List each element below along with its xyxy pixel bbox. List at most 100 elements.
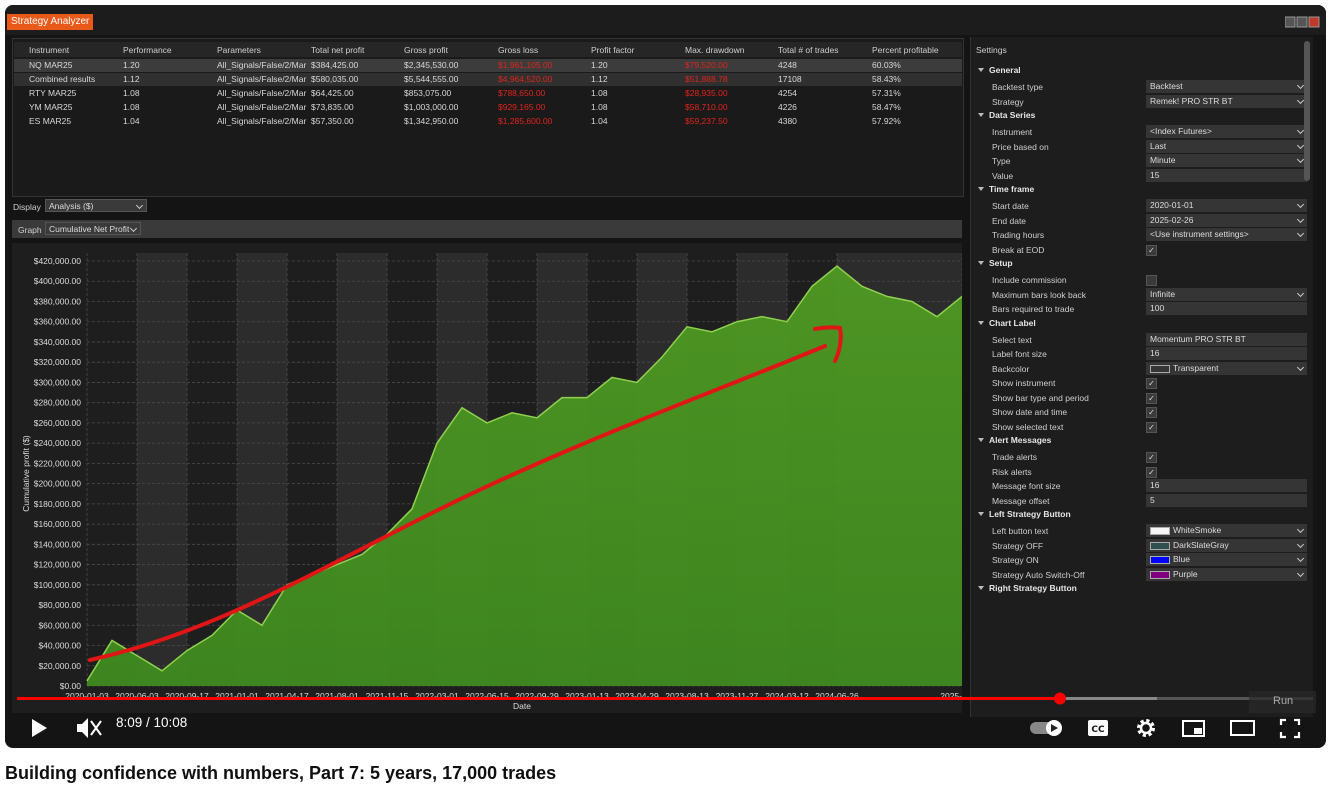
- dropdown-chevron: [1296, 540, 1305, 548]
- cc-button[interactable]: CC: [1088, 720, 1108, 736]
- table-cell: $79,520.00: [685, 60, 728, 70]
- y-axis-label: Cumulative profit ($): [21, 435, 31, 512]
- y-tick-label: $220,000.00: [34, 458, 82, 468]
- x-tick-label: 2024-06-26: [815, 691, 859, 701]
- y-tick-label: $340,000.00: [34, 337, 82, 347]
- run-button-bg[interactable]: [1249, 691, 1316, 713]
- checkbox[interactable]: ✓: [1146, 407, 1157, 418]
- setting-label: Backcolor: [992, 363, 1030, 374]
- graph-bar: [12, 220, 962, 238]
- checkbox[interactable]: ✓: [1146, 392, 1157, 404]
- table-cell: $1,285,600.00: [498, 116, 553, 126]
- setting-value[interactable]: 2020-01-01: [1146, 199, 1307, 212]
- graph-label: Graph: [18, 225, 42, 235]
- group-caret: [978, 113, 984, 117]
- group-caret: [978, 68, 984, 72]
- table-cell: 1.08: [123, 102, 140, 112]
- setting-value[interactable]: DarkSlateGray: [1146, 538, 1307, 552]
- setting-label: Select text: [992, 334, 1032, 345]
- checkbox[interactable]: ✓: [1146, 421, 1157, 433]
- table-cell: $2,345,530.00: [404, 60, 459, 70]
- x-tick-label: 2020-09-17: [165, 691, 209, 701]
- setting-label: Show instrument: [992, 378, 1056, 388]
- setting-value[interactable]: 16: [1146, 347, 1307, 360]
- fullscreen-button[interactable]: [1279, 718, 1301, 739]
- setting-label: Label font size: [992, 349, 1047, 359]
- table-cell: 1.20: [123, 60, 140, 70]
- column-header: Profit factor: [591, 45, 635, 55]
- x-tick-label: 2020-06-03: [115, 691, 159, 701]
- settings-scrollbar: [1304, 41, 1310, 181]
- x-tick-label: 2024-03-12: [765, 691, 809, 701]
- window-buttons[interactable]: [1285, 16, 1321, 28]
- mute-button[interactable]: [77, 718, 102, 738]
- checkbox[interactable]: ✓: [1146, 452, 1157, 463]
- setting-label: Bars required to trade: [992, 304, 1075, 314]
- table-cell: $51,888.78: [685, 74, 728, 84]
- setting-value[interactable]: Remek! PRO STR BT: [1146, 94, 1307, 108]
- setting-value[interactable]: Purple: [1146, 567, 1307, 581]
- dropdown-chevron: [1296, 155, 1305, 164]
- setting-value[interactable]: 5: [1146, 493, 1307, 507]
- setting-value[interactable]: 15: [1146, 168, 1307, 182]
- setting-value[interactable]: 16: [1146, 479, 1307, 492]
- autoplay-toggle[interactable]: [1030, 720, 1062, 736]
- checkbox[interactable]: [1146, 275, 1157, 286]
- progress-played[interactable]: [17, 697, 1060, 700]
- theater-button[interactable]: [1230, 720, 1255, 736]
- dropdown-chevron: [1296, 554, 1305, 563]
- setting-value[interactable]: WhiteSmoke: [1146, 524, 1307, 537]
- setting-value[interactable]: <Use instrument settings>: [1146, 228, 1307, 241]
- setting-value[interactable]: 2025-02-26: [1146, 213, 1307, 227]
- x-tick-label: 2025-02-25: [940, 691, 962, 701]
- group-header: Chart Label: [989, 317, 1036, 328]
- y-tick-label: $240,000.00: [34, 438, 82, 448]
- player-time: 8:09 / 10:08: [116, 715, 188, 730]
- table-cell: $929,165.00: [498, 102, 546, 112]
- table-cell: YM MAR25: [29, 102, 73, 112]
- table-cell: All_Signals/False/2/Mar: [217, 116, 307, 126]
- table-cell: 58.47%: [872, 102, 901, 112]
- x-tick-label: 2023-01-13: [565, 691, 609, 701]
- group-header: Time frame: [989, 184, 1035, 194]
- run-button[interactable]: Run: [1273, 695, 1294, 707]
- setting-label: Maximum bars look back: [992, 289, 1087, 300]
- setting-value[interactable]: <Index Futures>: [1146, 125, 1307, 138]
- setting-value[interactable]: Infinite: [1146, 287, 1307, 301]
- setting-value[interactable]: Minute: [1146, 154, 1307, 167]
- settings-button[interactable]: [1137, 719, 1155, 737]
- table-cell: 1.12: [123, 74, 140, 84]
- setting-label: End date: [992, 215, 1027, 226]
- column-header: Performance: [123, 45, 172, 55]
- table-cell: $788,650.00: [498, 88, 546, 98]
- setting-value[interactable]: Momentum PRO STR BT: [1146, 332, 1307, 346]
- setting-label: Message offset: [992, 495, 1050, 506]
- graph-dropdown[interactable]: Cumulative Net Profit: [45, 222, 141, 235]
- setting-value[interactable]: Blue: [1146, 553, 1307, 566]
- checkbox[interactable]: ✓: [1146, 244, 1157, 256]
- setting-value[interactable]: Transparent: [1146, 361, 1307, 375]
- dropdown-chevron: [1296, 215, 1305, 223]
- y-tick-label: $260,000.00: [34, 418, 82, 428]
- display-dropdown[interactable]: Analysis ($): [45, 199, 147, 212]
- dropdown-chevron: [1296, 96, 1305, 104]
- table-cell: 4254: [778, 88, 797, 98]
- table-cell: $580,035.00: [311, 74, 359, 84]
- setting-value[interactable]: 100: [1146, 302, 1307, 315]
- column-header: Parameters: [217, 45, 261, 55]
- checkbox[interactable]: ✓: [1146, 378, 1157, 389]
- setting-label: Value: [992, 170, 1014, 181]
- setting-value[interactable]: Last: [1146, 139, 1307, 153]
- dropdown-chevron: [1296, 289, 1305, 297]
- miniplayer-button[interactable]: [1182, 720, 1205, 737]
- checkbox[interactable]: ✓: [1146, 466, 1157, 478]
- video-title: Building confidence with numbers, Part 7…: [5, 763, 557, 783]
- y-tick-label: $200,000.00: [34, 479, 82, 489]
- table-cell: ES MAR25: [29, 116, 72, 126]
- dropdown-chevron: [1296, 363, 1305, 371]
- table-cell: $384,425.00: [311, 60, 359, 70]
- setting-value[interactable]: Backtest: [1146, 80, 1307, 93]
- progress-handle[interactable]: [1054, 692, 1066, 705]
- play-button[interactable]: [32, 719, 47, 737]
